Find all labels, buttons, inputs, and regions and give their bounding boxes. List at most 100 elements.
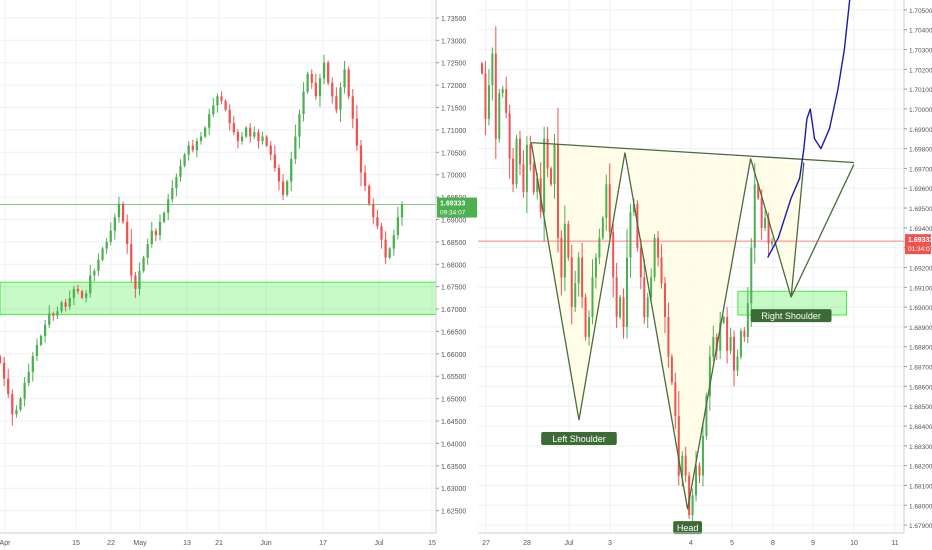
y-tick-label: 1.70200	[909, 67, 932, 74]
candle	[224, 100, 227, 110]
x-tick-label: 8	[771, 540, 775, 547]
candle	[60, 302, 63, 312]
y-tick-label: 1.70500	[909, 8, 932, 15]
candle	[232, 123, 235, 133]
candle	[150, 230, 153, 245]
candle	[35, 344, 39, 357]
candle	[643, 277, 646, 318]
candle	[208, 114, 211, 128]
candle	[76, 288, 80, 292]
candle	[677, 416, 680, 476]
y-tick-label: 1.69600	[909, 186, 932, 193]
candle	[733, 336, 736, 371]
left-candlestick-chart[interactable]: 1.62500 1.63000 1.63500 1.64000 1.64500 1.650…	[0, 0, 478, 550]
candle	[220, 96, 223, 101]
candle	[368, 185, 371, 204]
candle	[281, 181, 285, 195]
candle	[363, 172, 367, 186]
candle	[605, 184, 608, 218]
candle	[0, 356, 2, 363]
candle	[199, 136, 203, 142]
candle	[39, 335, 43, 345]
candle	[126, 221, 129, 245]
candle	[265, 136, 268, 146]
y-tick-label: 1.68800	[909, 345, 932, 352]
candle	[343, 69, 346, 88]
candle	[670, 356, 673, 383]
candle	[376, 217, 379, 227]
x-tick-label: 28	[523, 540, 531, 547]
candle	[310, 73, 313, 83]
pattern-label-bg	[541, 431, 617, 445]
candle	[501, 89, 504, 94]
y-tick-label: 1.69100	[909, 285, 932, 292]
candle	[105, 241, 108, 249]
x-tick-label: May	[133, 540, 147, 547]
y-tick-label: 1.70500	[441, 150, 466, 157]
x-tick-label: 5	[730, 540, 734, 547]
y-tick-label: 1.68700	[909, 365, 932, 372]
candle	[158, 221, 162, 236]
candle	[615, 277, 618, 318]
right-candlestick-chart[interactable]: Left Shoulder Head Right Shoulder 1.67900 1.…	[478, 0, 932, 550]
candle	[556, 144, 559, 238]
candle	[302, 91, 305, 115]
candle	[331, 82, 334, 97]
y-tick-label: 1.68100	[909, 483, 932, 490]
candle	[508, 112, 511, 159]
candle	[48, 313, 51, 325]
y-tick-label: 1.69800	[909, 147, 932, 154]
x-tick-label: 21	[215, 540, 223, 547]
candle	[7, 378, 10, 395]
candle	[261, 136, 264, 142]
candle	[705, 396, 708, 436]
y-tick-label: 1.69500	[909, 206, 932, 213]
candle	[162, 212, 166, 222]
candle	[746, 303, 749, 337]
candle	[629, 212, 632, 258]
candle	[183, 154, 186, 166]
candle	[546, 138, 549, 169]
candle	[518, 138, 521, 165]
candle	[72, 288, 75, 298]
candle	[253, 132, 256, 137]
candle	[632, 204, 635, 213]
candle	[708, 356, 711, 397]
candle	[286, 181, 289, 195]
candle	[681, 455, 684, 476]
candle	[277, 167, 281, 182]
candle	[729, 336, 732, 351]
candle	[298, 114, 301, 137]
x-tick-label: 27	[482, 540, 490, 547]
y-tick-label: 1.68000	[909, 503, 932, 510]
candle	[269, 145, 272, 155]
x-tick-label: Apr	[0, 540, 11, 547]
candle	[23, 382, 26, 399]
right-shoulder-leg	[790, 164, 855, 298]
candle	[743, 330, 746, 337]
candle	[736, 356, 739, 371]
candle	[142, 257, 145, 271]
candle	[43, 324, 47, 336]
candle	[601, 217, 604, 238]
candle	[351, 96, 354, 119]
candle	[626, 257, 628, 327]
candle	[674, 382, 677, 417]
candle	[663, 283, 666, 318]
candle	[494, 53, 497, 139]
candle	[771, 241, 773, 244]
candle	[273, 154, 276, 168]
x-tick-label: 17	[319, 540, 327, 547]
candle	[757, 184, 760, 199]
candle	[257, 132, 260, 142]
candle	[532, 164, 535, 193]
candle	[396, 217, 400, 236]
candle	[327, 62, 330, 83]
candle	[570, 257, 573, 308]
candle	[491, 53, 494, 86]
x-tick-label: 22	[107, 540, 115, 547]
candle	[306, 73, 309, 92]
candle	[52, 313, 55, 316]
y-tick-label: 1.71000	[441, 128, 466, 135]
